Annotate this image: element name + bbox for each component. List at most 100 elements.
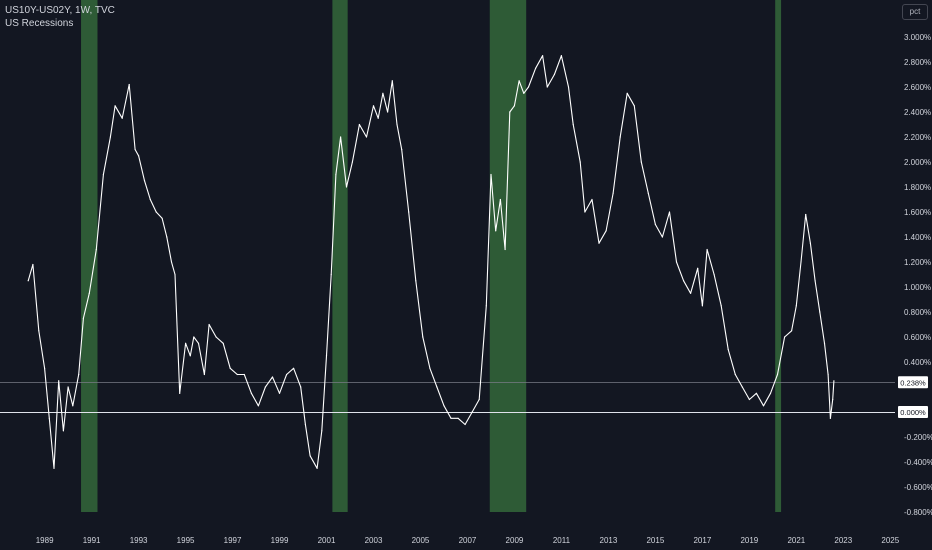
y-tick-label: -0.800% bbox=[904, 508, 932, 517]
data-point bbox=[102, 173, 104, 176]
symbol-label[interactable]: US10Y-US02Y, 1W, TVC bbox=[5, 5, 115, 16]
data-point bbox=[805, 213, 807, 216]
data-point bbox=[325, 355, 328, 357]
data-point bbox=[605, 230, 607, 232]
data-point bbox=[358, 123, 360, 126]
data-point bbox=[485, 305, 487, 307]
data-point bbox=[591, 198, 593, 201]
data-point bbox=[264, 386, 266, 388]
data-point bbox=[316, 467, 318, 469]
x-tick-label: 2013 bbox=[600, 536, 618, 545]
data-point bbox=[143, 180, 146, 182]
data-point bbox=[478, 398, 480, 401]
data-point bbox=[518, 80, 520, 82]
y-tick-label: 0.600% bbox=[904, 333, 931, 342]
y-tick-label: 2.400% bbox=[904, 108, 931, 117]
data-point bbox=[250, 392, 252, 394]
y-axis[interactable]: 3.000% 2.800% 2.600% 2.400% 2.200% 2.000% 1.80… bbox=[904, 33, 932, 517]
unit-button[interactable]: pct bbox=[902, 4, 928, 20]
data-point bbox=[345, 186, 348, 188]
x-tick-label: 2011 bbox=[553, 536, 571, 545]
data-point bbox=[382, 92, 384, 94]
x-tick-label: 1991 bbox=[83, 536, 101, 545]
data-point bbox=[78, 373, 80, 376]
data-point bbox=[504, 248, 506, 251]
data-point bbox=[387, 111, 389, 113]
data-point bbox=[829, 417, 832, 419]
data-point bbox=[713, 273, 715, 276]
data-point bbox=[48, 417, 50, 419]
indicator-label[interactable]: US Recessions bbox=[5, 18, 74, 29]
data-point bbox=[271, 376, 274, 378]
data-point bbox=[800, 261, 802, 263]
data-point bbox=[443, 405, 445, 407]
data-point bbox=[415, 280, 417, 282]
x-tick-label: 1993 bbox=[130, 536, 148, 545]
data-point bbox=[138, 155, 140, 157]
series-line-0 bbox=[27, 55, 835, 469]
data-point bbox=[509, 111, 511, 113]
x-tick-label: 2017 bbox=[693, 536, 711, 545]
data-point bbox=[53, 467, 55, 469]
y-tick-label: 1.600% bbox=[904, 208, 931, 217]
data-point bbox=[727, 348, 729, 351]
data-point bbox=[38, 330, 40, 332]
data-point bbox=[734, 373, 736, 376]
data-point bbox=[784, 336, 786, 338]
data-point bbox=[161, 217, 163, 219]
x-tick-label: 2015 bbox=[646, 536, 664, 545]
data-point bbox=[706, 248, 708, 251]
recession-band-1 bbox=[332, 0, 348, 512]
y-tick-label: 3.000% bbox=[904, 33, 931, 42]
data-point bbox=[391, 80, 393, 82]
x-tick-label: 2019 bbox=[740, 536, 758, 545]
y-tick-label: 0.400% bbox=[904, 358, 931, 367]
data-point bbox=[832, 398, 834, 401]
data-point bbox=[633, 105, 635, 107]
x-tick-label: 2009 bbox=[506, 536, 524, 545]
data-point bbox=[62, 430, 64, 432]
y-tick-label: 2.200% bbox=[904, 133, 931, 142]
data-point bbox=[335, 173, 337, 176]
x-tick-label: 1995 bbox=[177, 536, 195, 545]
data-point bbox=[44, 367, 46, 369]
x-axis[interactable]: 1989 1991 1993 1995 1997 1999 2001 2003 2005 2007… bbox=[36, 536, 900, 545]
data-point bbox=[450, 417, 452, 419]
data-point bbox=[293, 367, 295, 369]
data-point bbox=[513, 105, 516, 107]
data-point bbox=[769, 392, 772, 394]
data-point bbox=[401, 148, 403, 151]
price-label-0: 0.238% bbox=[900, 378, 926, 387]
data-point bbox=[542, 55, 544, 57]
data-point bbox=[814, 280, 816, 282]
data-point bbox=[351, 161, 353, 163]
data-point bbox=[584, 211, 586, 213]
data-point bbox=[208, 323, 210, 326]
y-tick-label: 1.400% bbox=[904, 233, 931, 242]
data-point bbox=[222, 342, 224, 344]
data-point bbox=[546, 86, 548, 88]
data-point bbox=[372, 105, 375, 107]
x-tick-label: 1989 bbox=[36, 536, 54, 545]
data-point bbox=[464, 423, 466, 426]
x-tick-label: 2007 bbox=[459, 536, 477, 545]
data-point bbox=[321, 430, 323, 432]
data-point bbox=[523, 92, 525, 94]
data-point bbox=[257, 405, 259, 407]
legend[interactable]: US10Y-US02Y, 1W, TVC US Recessions bbox=[5, 4, 115, 30]
data-point bbox=[155, 211, 157, 213]
price-labels: 0.238% 0.000% bbox=[898, 376, 928, 418]
data-point bbox=[32, 263, 34, 266]
y-tick-label: 2.800% bbox=[904, 58, 931, 67]
x-tick-label: 2023 bbox=[834, 536, 852, 545]
data-point bbox=[436, 386, 438, 388]
data-point bbox=[203, 373, 205, 376]
data-point bbox=[490, 173, 492, 176]
data-point bbox=[121, 117, 123, 119]
y-tick-label: -0.400% bbox=[904, 458, 932, 467]
data-point bbox=[640, 161, 642, 163]
data-point bbox=[72, 405, 74, 407]
data-point bbox=[82, 317, 84, 319]
data-point bbox=[809, 242, 812, 244]
